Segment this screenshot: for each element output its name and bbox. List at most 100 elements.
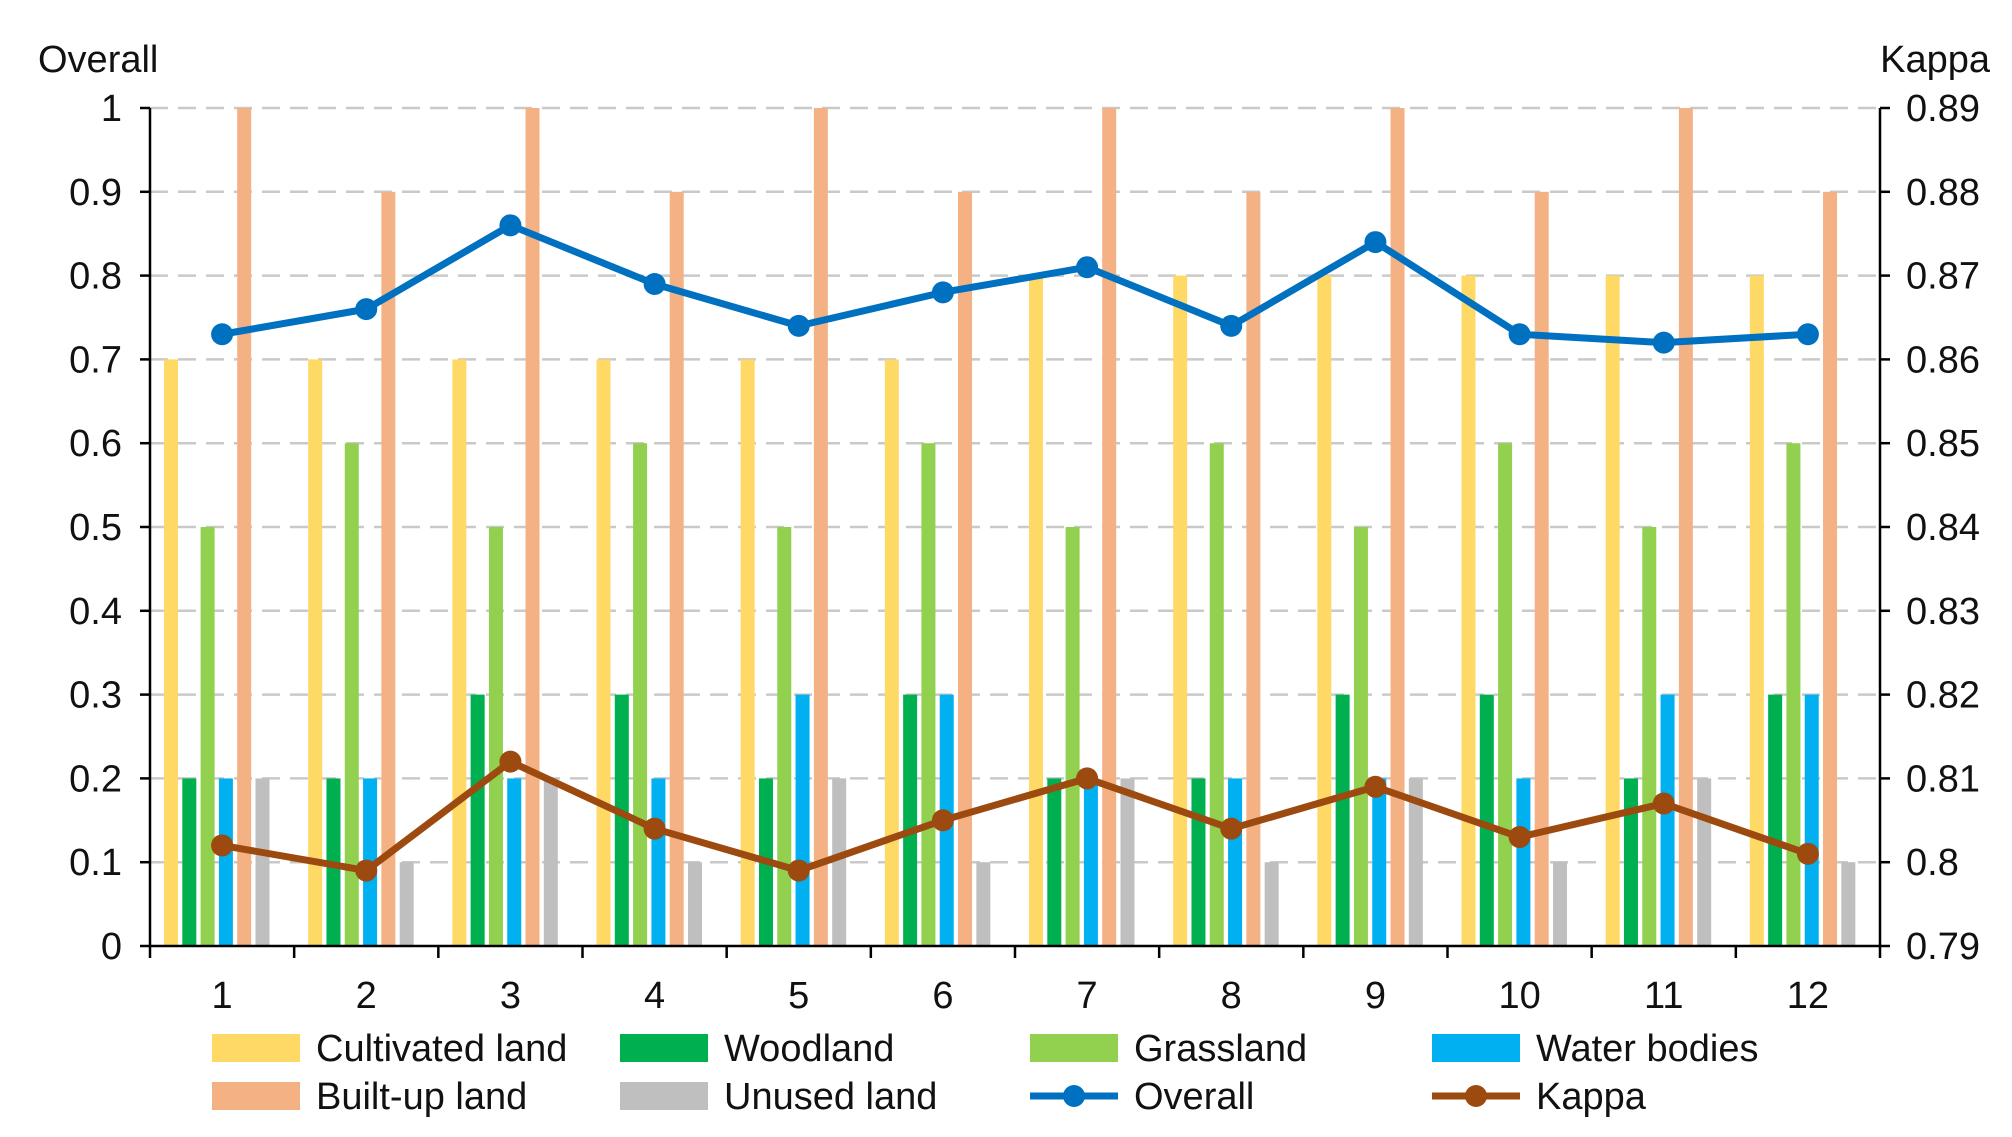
right-tick-label: 0.81	[1906, 758, 1980, 800]
bar-cultivated-land-12	[1749, 275, 1764, 947]
x-tick-label: 10	[1498, 975, 1540, 1017]
left-tick-label: 0	[101, 926, 122, 968]
bar-cultivated-land-4	[596, 359, 611, 946]
legend: Cultivated land Woodland Grassland Water bo…	[212, 1028, 1758, 1118]
bar-grassland-6	[921, 443, 936, 946]
bar-built-up-land-10	[1534, 191, 1549, 947]
bar-grassland-12	[1786, 443, 1801, 946]
bar-grassland-4	[633, 443, 648, 946]
point-overall-1	[211, 323, 234, 346]
point-overall-5	[787, 314, 810, 337]
x-tick-label: 6	[932, 975, 953, 1017]
x-tick-label: 11	[1644, 975, 1683, 1017]
point-overall-10	[1508, 323, 1531, 346]
point-kappa-5	[787, 859, 810, 882]
bar-unused-land-12	[1841, 862, 1856, 946]
bar-built-up-land-8	[1246, 191, 1261, 947]
bar-water-bodies-12	[1804, 694, 1819, 946]
x-tick-label: 7	[1077, 975, 1098, 1017]
point-overall-3	[499, 214, 522, 237]
bar-unused-land-9	[1408, 778, 1423, 946]
bar-woodland-10	[1479, 694, 1494, 946]
legend-swatch-unused-land	[620, 1082, 708, 1110]
bar-built-up-land-3	[525, 108, 540, 946]
bar-built-up-land-5	[813, 108, 828, 946]
bar-water-bodies-1	[218, 778, 233, 946]
point-overall-2	[355, 298, 378, 321]
point-overall-7	[1076, 256, 1099, 279]
bar-woodland-11	[1623, 778, 1638, 946]
right-tick-label: 0.8	[1906, 842, 1959, 884]
x-tick-label: 2	[356, 975, 377, 1017]
left-tick-label: 0.2	[69, 758, 122, 800]
gridlines	[150, 106, 1880, 864]
axes	[140, 106, 1890, 958]
point-kappa-10	[1508, 826, 1531, 849]
bar-built-up-land-6	[958, 191, 973, 947]
bar-woodland-3	[470, 694, 485, 946]
left-tick-label: 0.8	[69, 256, 122, 298]
left-tick-label: 0.4	[69, 591, 122, 633]
bar-grassland-3	[488, 527, 503, 946]
bar-cultivated-land-6	[884, 359, 899, 946]
bar-grassland-10	[1498, 443, 1513, 946]
bar-woodland-6	[903, 694, 918, 946]
bar-grassland-5	[777, 527, 792, 946]
point-overall-11	[1652, 331, 1675, 354]
legend-label-built-up-land: Built-up land	[316, 1076, 527, 1118]
bar-water-bodies-7	[1083, 778, 1098, 946]
bar-unused-land-4	[688, 862, 702, 946]
bar-built-up-land-9	[1390, 108, 1405, 946]
line-overall	[221, 221, 1809, 347]
bar-water-bodies-10	[1516, 778, 1531, 946]
bar-cultivated-land-7	[1029, 275, 1043, 947]
point-kappa-4	[643, 817, 666, 840]
bar-grassland-1	[200, 527, 215, 946]
bar-unused-land-3	[543, 778, 558, 946]
bar-built-up-land-2	[381, 191, 396, 947]
bar-woodland-9	[1335, 694, 1350, 946]
point-kappa-1	[211, 834, 234, 857]
bar-grassland-8	[1209, 443, 1224, 946]
bar-water-bodies-11	[1660, 694, 1675, 946]
bar-cultivated-land-1	[164, 359, 178, 946]
bar-woodland-7	[1047, 778, 1062, 946]
point-overall-6	[931, 281, 954, 304]
legend-label-overall: Overall	[1134, 1076, 1254, 1118]
bar-water-bodies-8	[1228, 778, 1243, 946]
bar-unused-land-2	[399, 862, 414, 946]
right-tick-label: 0.79	[1906, 926, 1980, 968]
point-kappa-2	[355, 859, 378, 882]
legend-swatch-built-up-land	[212, 1082, 300, 1110]
legend-label-woodland: Woodland	[724, 1028, 894, 1070]
bar-woodland-12	[1768, 694, 1783, 946]
left-tick-label: 0.3	[69, 675, 122, 717]
bar-cultivated-land-11	[1605, 275, 1620, 947]
left-tick-label: 1	[101, 88, 122, 130]
right-tick-label: 0.85	[1906, 423, 1980, 465]
bar-water-bodies-4	[651, 778, 666, 946]
bar-unused-land-6	[976, 862, 991, 946]
legend-label-unused-land: Unused land	[724, 1076, 937, 1118]
bar-woodland-4	[614, 694, 629, 946]
bar-unused-land-11	[1697, 778, 1712, 946]
x-tick-label: 4	[644, 975, 665, 1017]
bar-grassland-9	[1353, 527, 1368, 946]
bar-woodland-1	[182, 778, 197, 946]
left-tick-label: 0.7	[69, 339, 122, 381]
legend-label-cultivated-land: Cultivated land	[316, 1028, 567, 1070]
point-kappa-9	[1364, 775, 1387, 798]
bar-cultivated-land-2	[308, 359, 323, 946]
bar-built-up-land-7	[1102, 108, 1117, 946]
point-kappa-11	[1652, 792, 1675, 815]
right-tick-label: 0.88	[1906, 172, 1980, 214]
left-tick-label: 0.1	[69, 842, 122, 884]
bar-grassland-2	[344, 443, 359, 946]
bar-built-up-land-4	[669, 191, 684, 947]
bar-water-bodies-5	[795, 694, 810, 946]
line-kappa	[221, 758, 1810, 875]
bar-woodland-8	[1191, 778, 1206, 946]
bar-built-up-land-11	[1678, 108, 1693, 946]
